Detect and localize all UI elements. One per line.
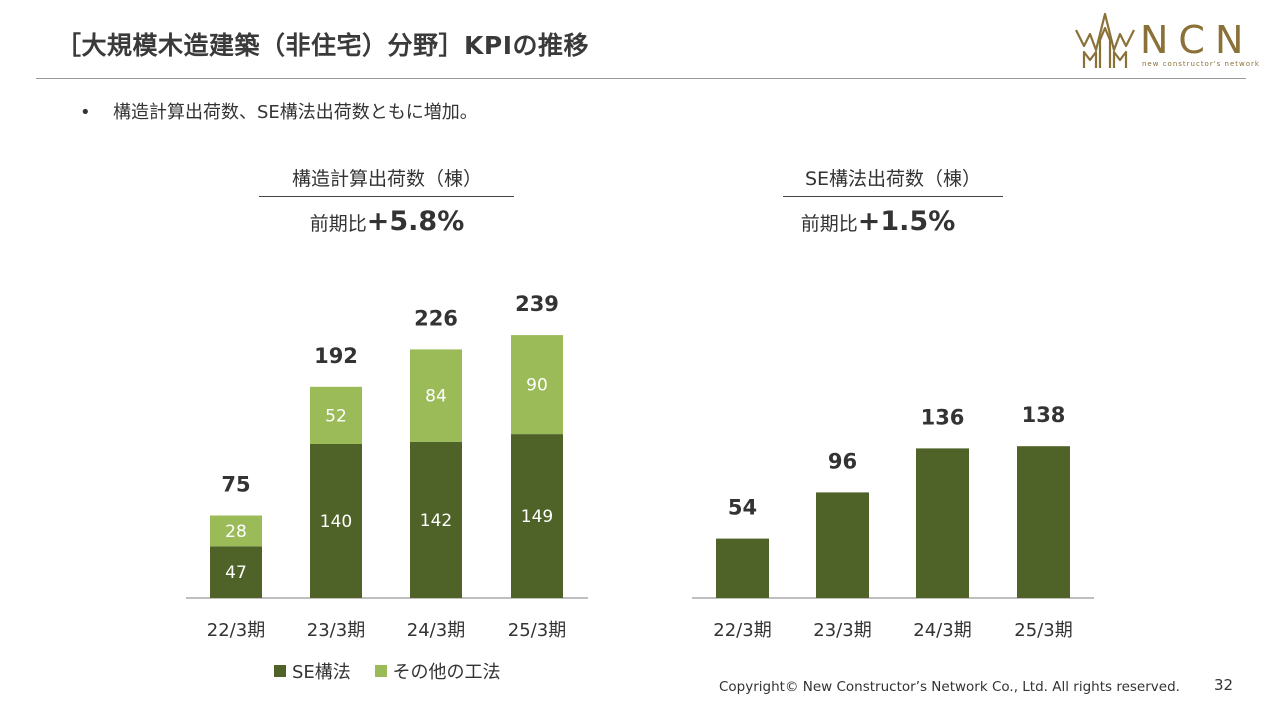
- bar-se-1: [310, 444, 362, 598]
- bar-value-label: 136: [921, 405, 965, 429]
- left-chart-title-rule: [259, 196, 514, 197]
- right-chart-title-rule: [783, 196, 1003, 197]
- bar-total-label: 75: [221, 473, 250, 497]
- copyright-text: Copyright© New Constructor’s Network Co.…: [719, 679, 1180, 695]
- x-tick-label: 23/3期: [813, 620, 871, 641]
- summary-bullet: • 構造計算出荷数、SE構法出荷数ともに増加。: [80, 98, 478, 124]
- logo-tagline: new constructor's network: [1142, 60, 1260, 68]
- page-number: 32: [1214, 676, 1234, 694]
- bar-other-3: [511, 335, 563, 435]
- left-growth-rate: 前期比+5.8%: [260, 206, 514, 237]
- legend-swatch-se: [274, 665, 286, 677]
- bar-value-label: 84: [425, 387, 447, 407]
- x-tick-label: 22/3期: [207, 620, 265, 641]
- page-title: ［大規模木造建築（非住宅）分野］KPIの推移: [56, 31, 589, 60]
- right-growth-rate: 前期比+1.5%: [783, 206, 973, 237]
- x-tick-label: 22/3期: [713, 620, 771, 641]
- bar-value-label: 96: [828, 449, 857, 473]
- left-growth-value: +5.8%: [366, 206, 465, 237]
- bar-value-label: 52: [325, 406, 347, 426]
- bar-other-0: [210, 515, 262, 547]
- right-growth-prefix: 前期比: [800, 213, 858, 235]
- bar-value-label: 149: [521, 507, 553, 527]
- company-logo: NCN new constructor's network: [1074, 10, 1259, 74]
- ncn-logo-mark-icon: [1075, 12, 1135, 68]
- bar-total-label: 226: [414, 306, 458, 330]
- bar-value-label: 47: [225, 563, 247, 583]
- bar-se-1: [816, 492, 869, 598]
- bar-other-2: [410, 349, 462, 442]
- legend-label-se: SE構法: [292, 662, 351, 683]
- header-divider: [36, 78, 1246, 79]
- bar-se-2: [916, 448, 969, 598]
- x-tick-label: 25/3期: [1014, 620, 1072, 641]
- bullet-icon: •: [80, 102, 91, 123]
- legend-item-other: その他の工法: [374, 658, 501, 684]
- bar-se-0: [210, 546, 262, 598]
- x-tick-label: 24/3期: [407, 620, 465, 641]
- bar-total-label: 192: [314, 344, 358, 368]
- legend-item-se: SE構法: [274, 658, 351, 684]
- logo-wordmark: NCN: [1140, 18, 1254, 62]
- legend-swatch-other: [374, 665, 387, 677]
- legend-label-other: その他の工法: [392, 662, 501, 683]
- chart-legend: SE構法 その他の工法: [274, 658, 519, 684]
- bar-total-label: 239: [515, 292, 559, 316]
- bar-value-label: 90: [526, 376, 548, 396]
- x-tick-label: 25/3期: [508, 620, 566, 641]
- summary-text: 構造計算出荷数、SE構法出荷数ともに増加。: [113, 102, 478, 123]
- bar-se-0: [716, 538, 769, 598]
- bar-other-1: [310, 386, 362, 444]
- bar-value-label: 138: [1022, 403, 1066, 427]
- bar-value-label: 54: [728, 496, 757, 520]
- bar-se-3: [511, 434, 563, 598]
- bar-value-label: 142: [420, 511, 452, 531]
- x-tick-label: 24/3期: [913, 620, 971, 641]
- bar-se-3: [1017, 446, 1070, 598]
- left-chart-title: 構造計算出荷数（棟）: [291, 168, 482, 190]
- left-growth-prefix: 前期比: [309, 213, 367, 235]
- x-tick-label: 23/3期: [307, 620, 365, 641]
- bar-value-label: 140: [320, 512, 352, 532]
- right-chart-title: SE構法出荷数（棟）: [804, 168, 982, 190]
- right-growth-value: +1.5%: [857, 206, 956, 237]
- bar-value-label: 28: [225, 522, 247, 542]
- bar-se-2: [410, 441, 462, 598]
